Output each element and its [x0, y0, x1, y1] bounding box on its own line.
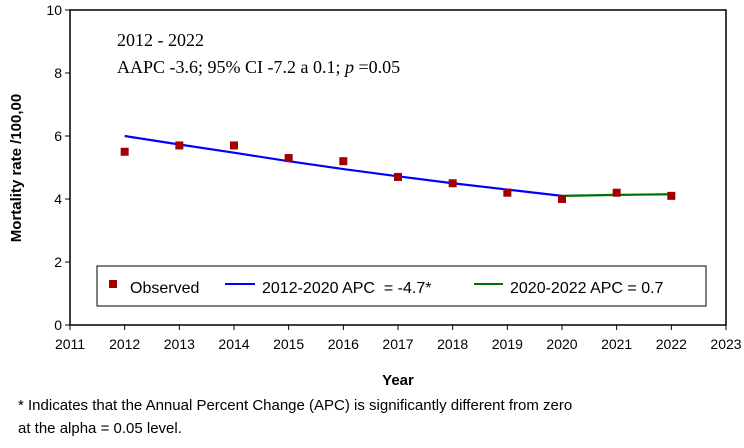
x-tick-label: 2014 [218, 336, 249, 352]
observed-point-2019 [503, 188, 512, 197]
x-tick-label: 2017 [382, 336, 413, 352]
x-tick-label: 2019 [492, 336, 523, 352]
annotation-period: 2012 - 2022 [117, 30, 204, 50]
legend: Observed 2012-2020 APC = -4.7* 2020-2022… [96, 265, 707, 307]
observed-point-2012 [120, 147, 129, 156]
y-tick-label: 2 [54, 254, 62, 270]
y-tick-label: 10 [46, 2, 62, 18]
footnote-line-2: at the alpha = 0.05 level. [18, 420, 182, 437]
observed-point-2022 [667, 191, 676, 200]
y-tick-label: 0 [54, 317, 62, 333]
observed-point-2015 [284, 154, 293, 163]
x-tick-label: 2012 [109, 336, 140, 352]
x-tick-label: 2022 [656, 336, 687, 352]
legend-observed-label: Observed [130, 280, 199, 297]
x-axis: 2011 2012 2013 2014 2015 2016 2017 2018 2019 2020… [55, 325, 742, 352]
annotation-aapc-text: AAPC -3.6; 95% CI -7.2 a 0.1; [117, 57, 345, 77]
observed-point-2013 [175, 141, 184, 150]
y-axis-title: Mortality rate /100,00 [8, 94, 25, 242]
series-layer [120, 134, 676, 203]
x-tick-label: 2013 [164, 336, 195, 352]
observed-point-2017 [394, 172, 402, 181]
observed-point-2016 [339, 157, 348, 166]
x-tick-label: 2016 [328, 336, 359, 352]
footnote-line-1: * Indicates that the Annual Percent Chan… [18, 397, 573, 414]
y-tick-label: 6 [54, 128, 62, 144]
x-tick-label: 2018 [437, 336, 468, 352]
x-tick-label: 2015 [273, 336, 304, 352]
y-tick-label: 8 [54, 65, 62, 81]
x-tick-label: 2023 [710, 336, 741, 352]
footnote: * Indicates that the Annual Percent Chan… [18, 394, 738, 440]
x-axis-title: Year [382, 372, 414, 389]
annotation-aapc: AAPC -3.6; 95% CI -7.2 a 0.1; p =0.05 [117, 57, 400, 77]
x-tick-label: 2021 [601, 336, 632, 352]
observed-point-2020 [558, 195, 566, 203]
legend-apc1-label: 2012-2020 APC = -4.7* [262, 280, 431, 297]
annotation-p-value: =0.05 [354, 57, 400, 77]
legend-observed-marker [109, 280, 117, 288]
y-tick-label: 4 [54, 191, 62, 207]
chart: 0 2 4 6 8 10 2011 2012 2013 2014 2015 2016 2017 2018… [8, 2, 742, 389]
annotation-p-symbol: p [343, 57, 354, 77]
x-tick-label: 2020 [546, 336, 577, 352]
legend-box [96, 265, 707, 307]
y-axis: 0 2 4 6 8 10 [46, 2, 70, 333]
x-tick-label: 2011 [55, 336, 85, 352]
observed-point-2014 [230, 141, 238, 150]
observed-point-2018 [448, 179, 457, 188]
trend-line-1 [124, 134, 563, 197]
legend-apc2-label: 2020-2022 APC = 0.7 [510, 280, 664, 297]
observed-point-2021 [612, 188, 621, 197]
